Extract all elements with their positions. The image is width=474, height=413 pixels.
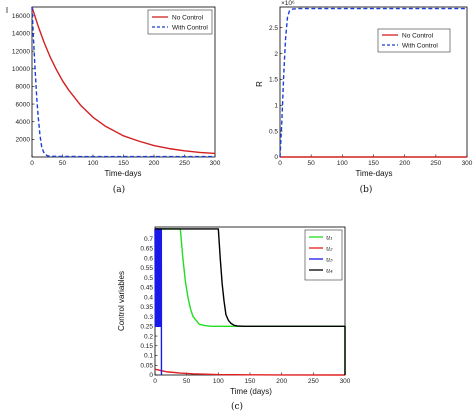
panel-a-y-axis-label: I [6, 6, 8, 15]
panel-a-x-tick-label: 300 [210, 160, 221, 167]
panel-a-x-tick-label: 100 [88, 160, 99, 167]
panel-a-series [31, 6, 216, 158]
panel-c-line-u1 [155, 228, 346, 375]
panel-b-x-tick-label: 50 [308, 160, 316, 167]
panel-c-y-tick-label: 0.25 [140, 324, 153, 331]
panel-c-y-tick-label: 0.15 [140, 343, 153, 350]
panel-a-y-tick-label: 8000 [16, 84, 31, 91]
panel-c-y-tick-label: 0.2 [144, 333, 153, 340]
panel-c-y-tick-label: 0.55 [140, 265, 153, 272]
panel-c-x-tick-label: 50 [183, 378, 191, 385]
panel-c-y-tick-label: 0.35 [140, 304, 153, 311]
panel-c-y-tick-label: 0.3 [144, 314, 153, 321]
panel-b-series [279, 7, 467, 158]
panel-c-x-tick-label: 300 [340, 378, 351, 385]
panel-c-y-tick-label: 0.4 [144, 294, 153, 301]
panel-c-line-u2 [154, 368, 346, 376]
panel-c-y-tick-label: 0 [149, 372, 153, 379]
panel-c-y-tick-label: 0.5 [144, 275, 153, 282]
panel-b-x-ticks: 0 50 100 150 200 250 300 [278, 154, 473, 167]
panel-b-y-ticks: 0 0.5 1 1.5 2 2.5 [269, 25, 283, 161]
panel-a-y-tick-label: 12000 [12, 48, 30, 55]
panel-a-legend-box [147, 9, 213, 35]
panel-b-line-with-control [279, 7, 467, 158]
panel-a-x-tick-label: 150 [118, 160, 129, 167]
panel-a-y-tick-label: 2000 [16, 137, 31, 144]
panel-b-y-tick-label: 2.5 [269, 25, 278, 32]
panel-c-y-tick-label: 0.6 [144, 255, 153, 262]
panel-b-legend-label-no-control: No Control [402, 33, 434, 40]
panel-c-y-tick-label: 0.7 [144, 236, 153, 243]
panel-b-exponent-label: ×10⁶ [281, 0, 295, 7]
panel-c-legend-label-u2: u₂ [326, 245, 333, 253]
panel-a-y-ticks: 2000 4000 6000 8000 10000 12000 14000 16000 [12, 13, 35, 144]
panel-a-legend-label-no-control: No Control [172, 15, 204, 22]
panel-c-x-tick-label: 100 [213, 378, 224, 385]
panel-b-x-tick-label: 0 [278, 160, 282, 167]
panel-b-x-tick-label: 150 [368, 160, 379, 167]
panel-a-x-axis-label: Time-days [104, 169, 141, 178]
panel-c-legend-label-u1: u₁ [326, 234, 333, 242]
panel-c-x-tick-label: 150 [245, 378, 256, 385]
panel-c-y-ticks: 0 0.05 0.1 0.15 0.2 0.25 0.3 0.35 0.4 0.45 0.5 0.55… [140, 236, 158, 379]
panel-a-x-tick-label: 250 [179, 160, 190, 167]
panel-a-legend: No Control With Control [147, 9, 213, 35]
panel-c-x-tick-label: 0 [153, 378, 157, 385]
panel-a-caption: (a) [113, 184, 125, 195]
panel-b-caption: (b) [360, 184, 373, 195]
panel-a-legend-label-with-control: With Control [172, 25, 208, 32]
panel-c-x-tick-label: 250 [308, 378, 319, 385]
panel-a-x-tick-label: 200 [149, 160, 160, 167]
panel-c-y-tick-label: 0.1 [144, 353, 153, 360]
panel-c-legend-label-u3: u₃ [326, 256, 333, 264]
panel-c-y-tick-label: 0.45 [140, 285, 153, 292]
panel-a-x-tick-label: 0 [30, 160, 34, 167]
panel-c-x-tick-label: 200 [276, 378, 287, 385]
panel-b-x-axis-label: Time-days [355, 169, 392, 178]
panel-b-y-tick-label: 2 [274, 51, 278, 58]
panel-b-chart: 0 0.5 1 1.5 2 2.5 0 50 100 150 200 250 300 ×10⁶ Tim… [255, 0, 473, 195]
panel-b-y-tick-label: 0.5 [269, 128, 278, 135]
panel-a-y-tick-label: 10000 [12, 66, 30, 73]
panel-b-y-tick-label: 0 [274, 154, 278, 161]
panel-c-line-u4 [155, 228, 346, 375]
panel-c-series [154, 228, 346, 376]
panel-b-x-tick-label: 250 [430, 160, 441, 167]
panel-b-x-tick-label: 200 [399, 160, 410, 167]
panel-b-x-tick-label: 300 [462, 160, 473, 167]
panel-c-x-axis-label: Time (days) [230, 387, 272, 396]
panel-a-y-tick-label: 16000 [12, 13, 30, 20]
panel-c-line-u3 [154, 228, 163, 376]
panel-b-y-tick-label: 1.5 [269, 77, 278, 84]
panel-c-chart: 0 0.05 0.1 0.15 0.2 0.25 0.3 0.35 0.4 0.45 0.5 0.55… [117, 226, 351, 412]
panel-c-legend-label-u4: u₄ [326, 267, 333, 275]
panel-b-y-axis-label: R [255, 81, 264, 87]
panel-c-legend-box [304, 229, 343, 281]
panel-a-x-tick-label: 50 [59, 160, 67, 167]
panel-c-legend: u₁ u₂ u₃ u₄ [304, 229, 343, 281]
panel-a-line-with-control [31, 6, 215, 158]
panel-b-legend: No Control With Control [377, 28, 451, 53]
panel-a-chart: 2000 4000 6000 8000 10000 12000 14000 16000 0 50… [6, 6, 221, 195]
panel-c-caption: (c) [231, 401, 243, 412]
panel-a-y-tick-label: 6000 [16, 101, 31, 108]
panel-a-y-tick-label: 14000 [12, 31, 30, 38]
panel-b-y-tick-label: 1 [274, 102, 278, 109]
panel-b-x-tick-label: 100 [337, 160, 348, 167]
panel-c-y-tick-label: 0.65 [140, 246, 153, 253]
panel-c-y-axis-label: Control variables [117, 271, 126, 331]
panel-b-legend-label-with-control: With Control [402, 43, 438, 50]
panel-a-y-tick-label: 4000 [16, 119, 31, 126]
panel-c-y-tick-label: 0.05 [140, 362, 153, 369]
panel-a-line-no-control [31, 6, 216, 155]
